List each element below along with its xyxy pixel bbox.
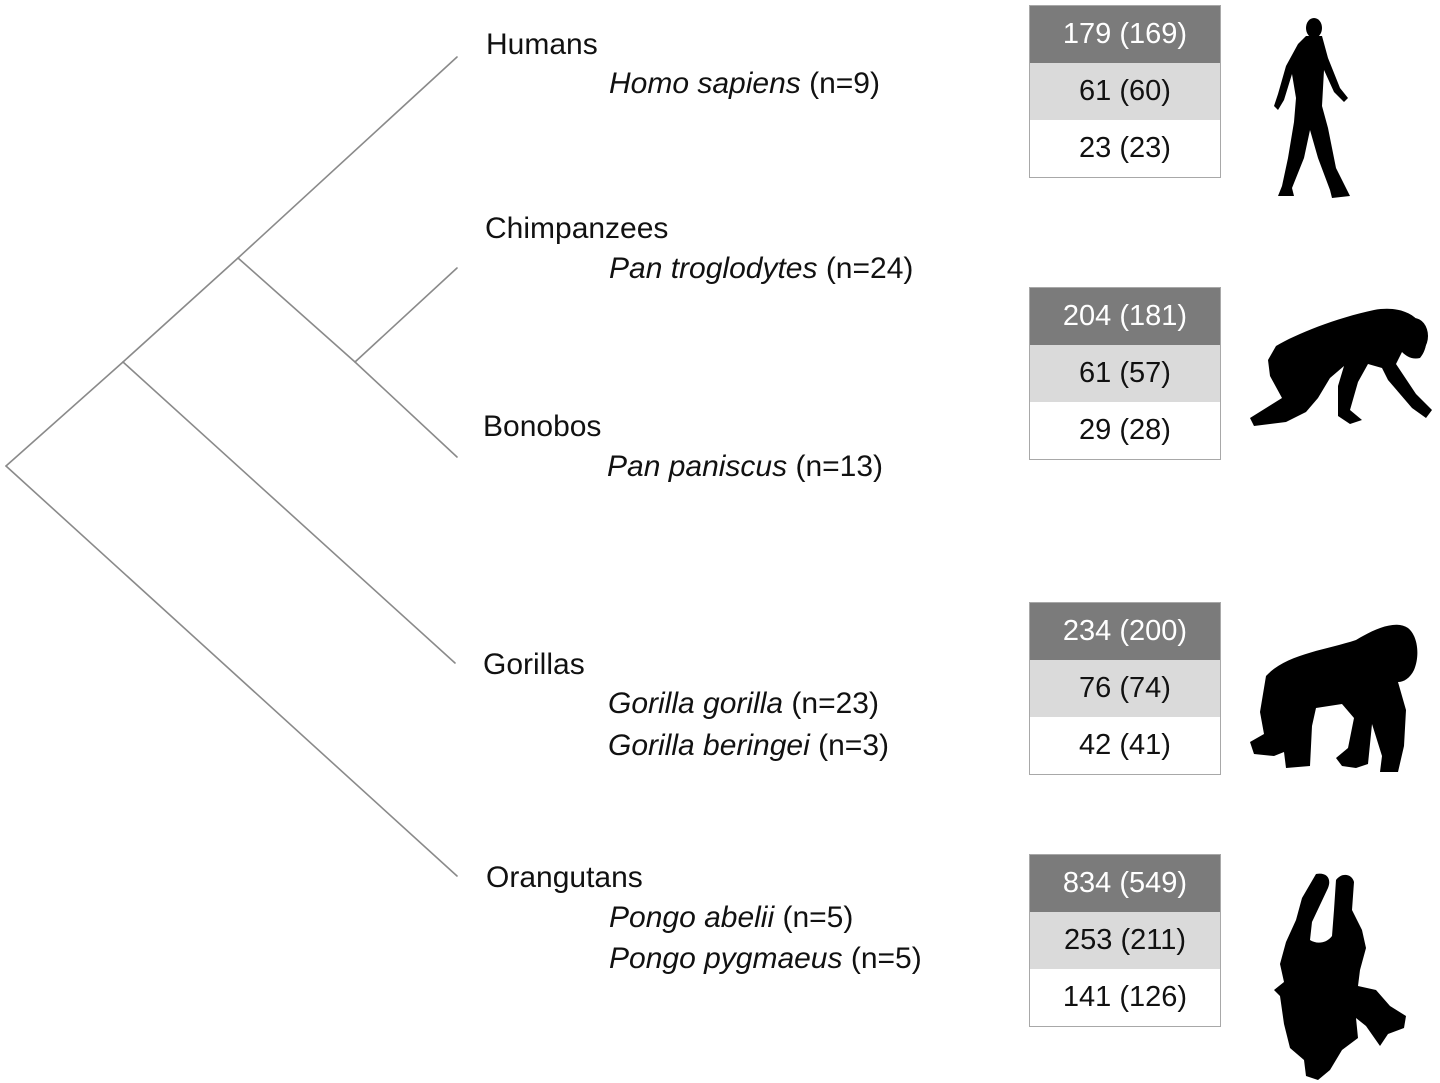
species-label-homo-sapiens: Homo sapiens (n=9)	[609, 67, 880, 101]
value-cell-middle: 61 (57)	[1030, 345, 1220, 402]
species-name: Pan paniscus	[607, 450, 788, 483]
species-name: Gorilla gorilla	[608, 687, 784, 720]
human-walking-silhouette-icon	[1274, 18, 1350, 198]
species-label-pongo-pygmaeus: Pongo pygmaeus (n=5)	[609, 942, 922, 976]
taxon-label-bonobos: Bonobos	[483, 410, 602, 443]
value-box-orangutans: 834 (549) 253 (211) 141 (126)	[1029, 854, 1221, 1027]
taxon-label-orangutans: Orangutans	[486, 861, 643, 894]
branch-pan-to-bonobos	[354, 361, 458, 458]
value-cell-top: 204 (181)	[1030, 288, 1220, 345]
value-cell-middle: 76 (74)	[1030, 660, 1220, 717]
species-label-pongo-abelii: Pongo abelii (n=5)	[609, 901, 853, 935]
value-cell-middle: 61 (60)	[1030, 63, 1220, 120]
sample-size: (n=5)	[850, 942, 922, 975]
branch-node-b-to-pan	[237, 257, 356, 363]
branch-root-to-node-a	[5, 361, 124, 467]
value-box-gorillas: 234 (200) 76 (74) 42 (41)	[1029, 602, 1221, 775]
phylogenetic-tree	[5, 56, 458, 877]
value-cell-top: 179 (169)	[1030, 6, 1220, 63]
species-name: Pan troglodytes	[609, 252, 818, 285]
value-box-humans: 179 (169) 61 (60) 23 (23)	[1029, 5, 1221, 178]
sample-size: (n=24)	[825, 252, 914, 285]
value-cell-bottom: 42 (41)	[1030, 717, 1220, 774]
value-cell-middle: 253 (211)	[1030, 912, 1220, 969]
taxon-label-chimpanzees: Chimpanzees	[485, 212, 669, 245]
sample-size: (n=23)	[791, 687, 879, 720]
value-cell-top: 834 (549)	[1030, 855, 1220, 912]
orangutan-hanging-silhouette-icon	[1274, 873, 1406, 1080]
value-cell-bottom: 141 (126)	[1030, 969, 1220, 1026]
species-name: Gorilla beringei	[608, 729, 810, 762]
value-cell-top: 234 (200)	[1030, 603, 1220, 660]
species-name: Homo sapiens	[609, 67, 801, 100]
species-label-gorilla-beringei: Gorilla beringei (n=3)	[608, 729, 889, 763]
species-name: Pongo abelii	[609, 901, 775, 934]
branch-node-b-to-humans	[237, 56, 458, 259]
value-cell-bottom: 29 (28)	[1030, 402, 1220, 459]
species-label-gorilla-gorilla: Gorilla gorilla (n=23)	[608, 687, 879, 721]
value-box-pan: 204 (181) 61 (57) 29 (28)	[1029, 287, 1221, 460]
sample-size: (n=3)	[818, 729, 889, 762]
branch-node-a-to-node-b	[122, 257, 239, 363]
sample-size: (n=5)	[782, 901, 854, 934]
gorilla-silhouette-icon	[1250, 624, 1418, 772]
species-name: Pongo pygmaeus	[609, 942, 843, 975]
branch-pan-to-chimpanzees	[354, 267, 458, 363]
value-cell-bottom: 23 (23)	[1030, 120, 1220, 177]
species-label-pan-troglodytes: Pan troglodytes (n=24)	[609, 252, 913, 286]
sample-size: (n=13)	[795, 450, 884, 483]
sample-size: (n=9)	[809, 67, 880, 100]
branch-node-a-to-gorillas	[122, 361, 456, 664]
taxon-label-humans: Humans	[486, 28, 598, 61]
branch-root-to-orangutans	[5, 465, 458, 877]
taxon-label-gorillas: Gorillas	[483, 648, 585, 681]
chimpanzee-silhouette-icon	[1250, 308, 1432, 426]
species-label-pan-paniscus: Pan paniscus (n=13)	[607, 450, 883, 484]
